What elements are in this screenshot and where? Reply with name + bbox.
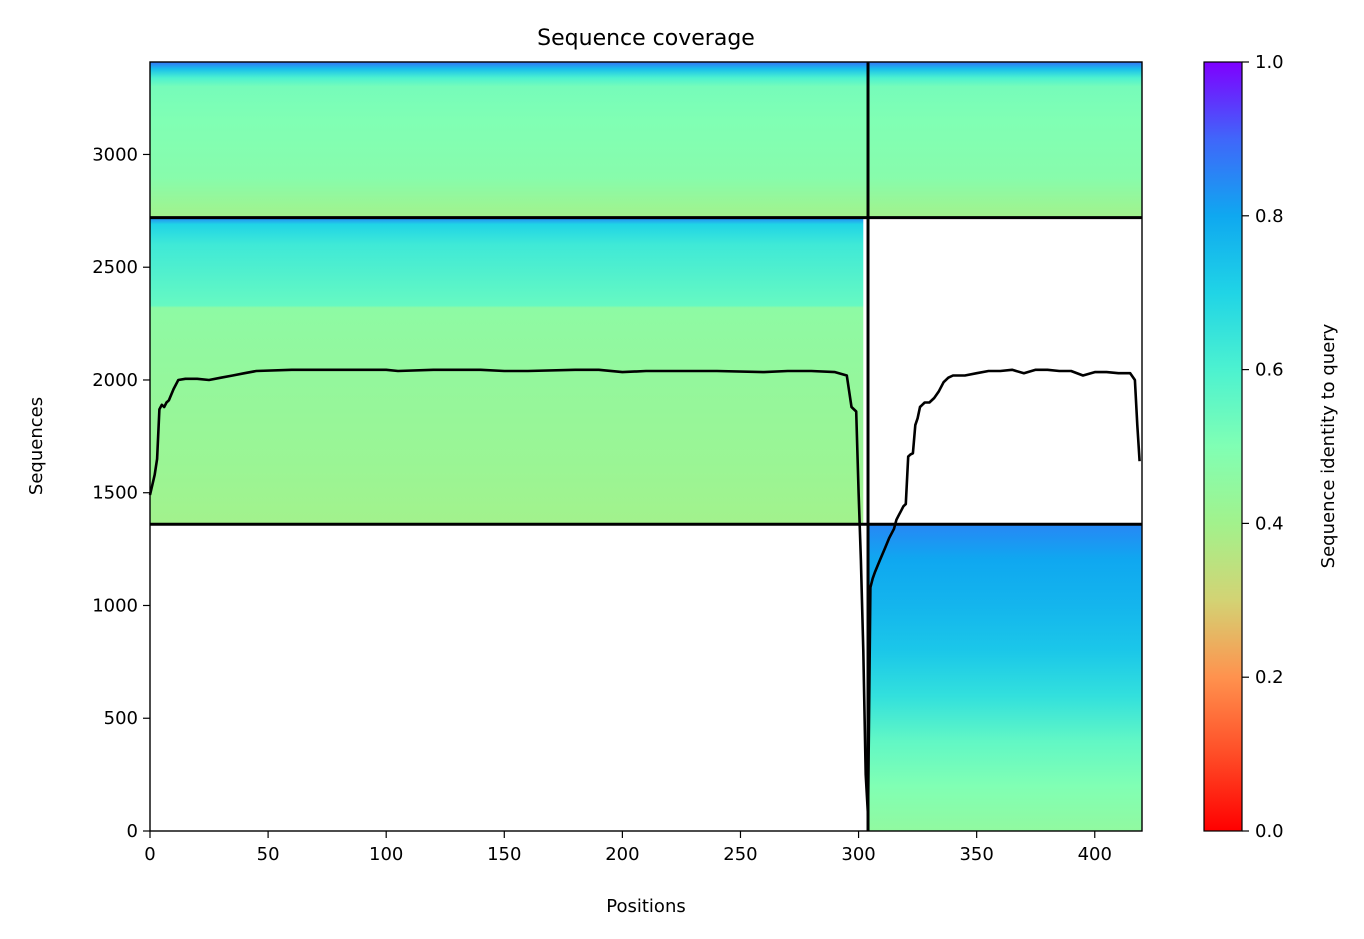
y-tick-label: 3000 bbox=[92, 144, 138, 165]
colorbar-tick-label: 1.0 bbox=[1255, 52, 1284, 73]
colorbar bbox=[1203, 61, 1243, 832]
x-tick-label: 150 bbox=[487, 844, 521, 865]
x-axis-label: Positions bbox=[606, 896, 685, 917]
colorbar-tick-label: 0.2 bbox=[1255, 667, 1284, 688]
x-tick-label: 0 bbox=[144, 844, 155, 865]
x-tick-label: 100 bbox=[369, 844, 403, 865]
y-axis: 0 500 1000 1500 2000 2500 3000 bbox=[92, 144, 150, 842]
colorbar-tick-label: 0.4 bbox=[1255, 513, 1284, 534]
heatmap-block-bottom-0 bbox=[868, 524, 1142, 831]
x-tick-label: 50 bbox=[257, 844, 280, 865]
colorbar-axis: 0.0 0.2 0.4 0.6 0.8 1.0 bbox=[1242, 52, 1284, 842]
colorbar-tick-label: 0.8 bbox=[1255, 206, 1284, 227]
coverage-line-layer bbox=[148, 368, 1141, 817]
heatmap-block-top-0 bbox=[150, 62, 868, 218]
y-axis-label: Sequences bbox=[26, 397, 47, 495]
x-tick-label: 250 bbox=[723, 844, 757, 865]
y-tick-label: 2000 bbox=[92, 370, 138, 391]
plot-frame bbox=[149, 61, 1143, 832]
x-tick-label: 200 bbox=[605, 844, 639, 865]
heatmap-block-top-1 bbox=[868, 62, 1142, 218]
y-tick-label: 1000 bbox=[92, 595, 138, 616]
coverage-line bbox=[148, 368, 1141, 817]
x-tick-label: 300 bbox=[841, 844, 875, 865]
y-tick-label: 1500 bbox=[92, 483, 138, 504]
chart-title: Sequence coverage bbox=[537, 26, 755, 51]
colorbar-tick-label: 0.6 bbox=[1255, 360, 1284, 381]
y-tick-label: 500 bbox=[104, 708, 138, 729]
colorbar-label: Sequence identity to query bbox=[1318, 323, 1339, 568]
y-tick-label: 0 bbox=[127, 821, 138, 842]
coverage-heatmap bbox=[150, 62, 1142, 831]
x-tick-label: 350 bbox=[959, 844, 993, 865]
x-tick-label: 400 bbox=[1078, 844, 1112, 865]
y-tick-label: 2500 bbox=[92, 257, 138, 278]
colorbar-tick-label: 0.0 bbox=[1255, 821, 1284, 842]
x-axis: 0 50 100 150 200 250 300 350 400 bbox=[144, 831, 1112, 865]
